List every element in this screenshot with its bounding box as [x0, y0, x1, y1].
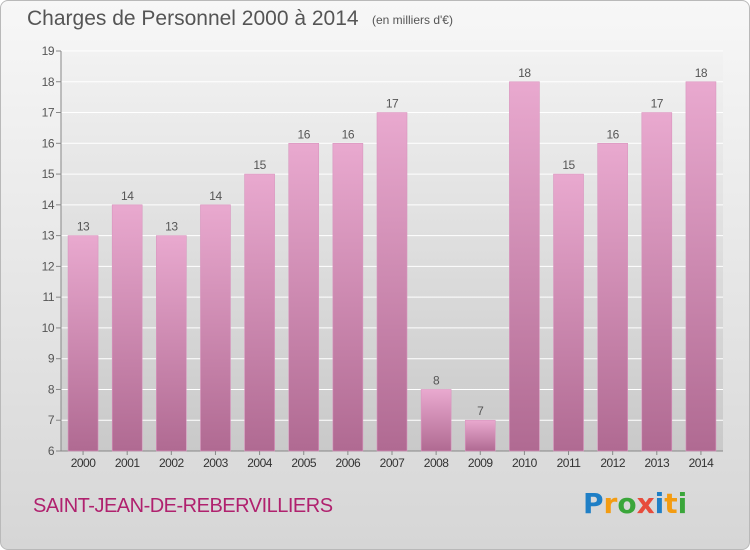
bar-value-label: 15 [253, 158, 266, 172]
logo-letter: i [654, 487, 665, 520]
bar-value-label: 16 [298, 127, 311, 141]
x-tick-label: 2009 [468, 456, 494, 470]
x-tick-label: 2005 [291, 456, 317, 470]
y-tick-label: 18 [42, 75, 55, 89]
bar-2013 [641, 112, 673, 452]
bar-value-label: 14 [121, 189, 134, 203]
x-tick-label: 2006 [336, 456, 362, 470]
x-tick-label: 2001 [115, 456, 141, 470]
bar-2012 [597, 143, 628, 452]
bar-2009 [464, 419, 496, 452]
y-tick-label: 12 [42, 259, 55, 273]
y-tick-label: 11 [43, 290, 55, 304]
bar-value-label: 15 [562, 158, 575, 172]
x-tick-label: 2003 [203, 456, 229, 470]
bar-value-label: 16 [606, 127, 619, 141]
y-tick-label: 16 [42, 136, 55, 150]
logo-letter: o [617, 487, 637, 520]
bar-value-label: 14 [209, 189, 222, 203]
x-tick-label: 2000 [71, 456, 97, 470]
logo-letter: r [603, 487, 618, 520]
y-tick-label: 17 [42, 106, 55, 120]
x-tick-label: 2011 [557, 456, 582, 470]
bar-value-label: 17 [386, 97, 399, 111]
bar-value-label: 16 [342, 127, 355, 141]
x-tick-label: 2012 [600, 456, 626, 470]
bar-value-label: 17 [651, 97, 664, 111]
bar-2010 [509, 81, 540, 452]
bar-2000 [67, 235, 99, 452]
logo-letter: t [664, 487, 678, 520]
x-tick-label: 2004 [247, 456, 273, 470]
bar-value-label: 7 [477, 404, 484, 418]
x-tick-label: 2002 [159, 456, 185, 470]
bar-2003 [200, 204, 231, 452]
chart-subtitle: (en milliers d'€) [372, 13, 453, 27]
bar-value-label: 13 [165, 220, 178, 234]
commune-name: SAINT-JEAN-DE-REBERVILLIERS [33, 495, 333, 517]
bar-2011 [553, 173, 584, 452]
bar-2007 [376, 112, 408, 452]
logo-letter: P [583, 487, 604, 520]
bar-value-label: 18 [518, 66, 531, 80]
logo-letter: i [677, 487, 688, 520]
x-tick-label: 2007 [380, 456, 406, 470]
y-tick-label: 13 [42, 229, 55, 243]
bar-2014 [685, 81, 717, 452]
bar-2005 [288, 143, 320, 452]
x-tick-label: 2010 [512, 456, 538, 470]
y-tick-label: 19 [42, 44, 55, 58]
y-tick-label: 6 [48, 444, 55, 458]
bar-2001 [111, 204, 143, 452]
bar-2004 [244, 173, 275, 452]
x-tick-label: 2013 [644, 456, 670, 470]
chart-title: Charges de Personnel 2000 à 2014 [27, 7, 359, 30]
x-tick-label: 2008 [424, 456, 450, 470]
bar-2002 [156, 235, 187, 452]
y-tick-label: 7 [48, 413, 55, 427]
y-tick-label: 9 [48, 352, 55, 366]
bar-2006 [332, 143, 364, 452]
y-tick-label: 10 [42, 321, 55, 335]
bar-2008 [420, 389, 452, 452]
x-tick-label: 2014 [689, 456, 715, 470]
logo-letter: x [636, 487, 655, 520]
bar-value-label: 18 [695, 66, 708, 80]
y-tick-label: 8 [48, 382, 55, 396]
y-tick-label: 15 [42, 167, 55, 181]
bar-value-label: 8 [433, 373, 440, 387]
proxiti-logo: Proxiti [583, 487, 687, 520]
y-tick-label: 14 [42, 198, 55, 212]
bar-value-label: 13 [77, 220, 90, 234]
